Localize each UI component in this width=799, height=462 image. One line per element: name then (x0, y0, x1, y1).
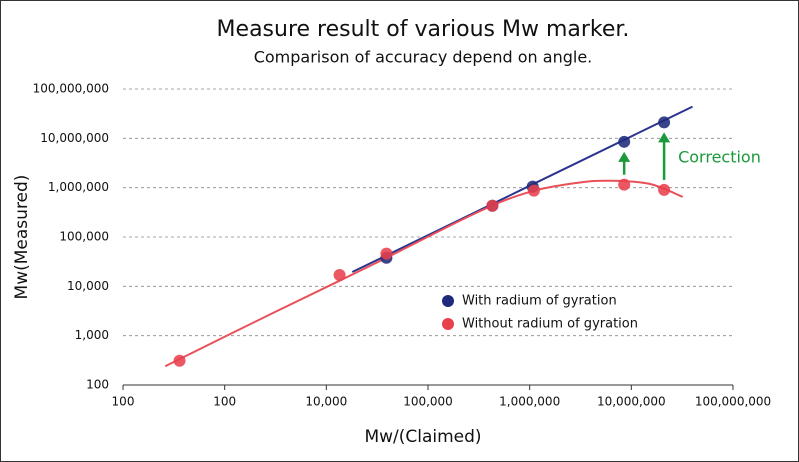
data-point (527, 184, 540, 197)
y-tick-label: 100,000,000 (33, 82, 109, 96)
y-tick-label: 100 (86, 378, 109, 392)
x-tick-label: 100,000 (403, 395, 453, 409)
data-point (658, 116, 671, 129)
x-axis-label: Mw/(Claimed) (364, 427, 481, 447)
data-point (333, 268, 346, 281)
chart-subtitle: Comparison of accuracy depend on angle. (254, 48, 593, 67)
annotation: Correction (678, 148, 761, 167)
chart-title: Measure result of various Mw marker. (217, 17, 630, 42)
y-axis-label: Mw(Measured) (12, 175, 32, 300)
legend-label: With radium of gyration (462, 294, 617, 309)
legend-swatch (442, 295, 454, 307)
x-tick-label: 10,000 (305, 395, 347, 409)
x-tick-label: 1,000,000 (499, 395, 560, 409)
y-tick-label: 1,000,000 (48, 180, 109, 194)
data-point (618, 178, 631, 191)
x-tick-label: 100,000,000 (695, 395, 771, 409)
data-point (486, 199, 499, 212)
legend-label: Without radium of gyration (462, 317, 638, 332)
y-tick-label: 100,000 (59, 230, 109, 244)
x-tick-label: 100 (213, 395, 236, 409)
data-point (658, 183, 671, 196)
correction-arrowhead (618, 151, 631, 162)
legend-swatch (442, 318, 454, 330)
data-point (618, 135, 631, 148)
data-point (173, 354, 186, 367)
fit-line (164, 179, 684, 368)
y-tick-label: 1,000 (75, 328, 109, 342)
correction-arrowhead (658, 132, 671, 143)
x-tick-label: 100 (112, 395, 135, 409)
x-tick-label: 10,000,000 (597, 395, 666, 409)
data-point (380, 247, 393, 260)
y-tick-label: 10,000,000 (40, 131, 109, 145)
y-tick-label: 10,000 (67, 279, 109, 293)
